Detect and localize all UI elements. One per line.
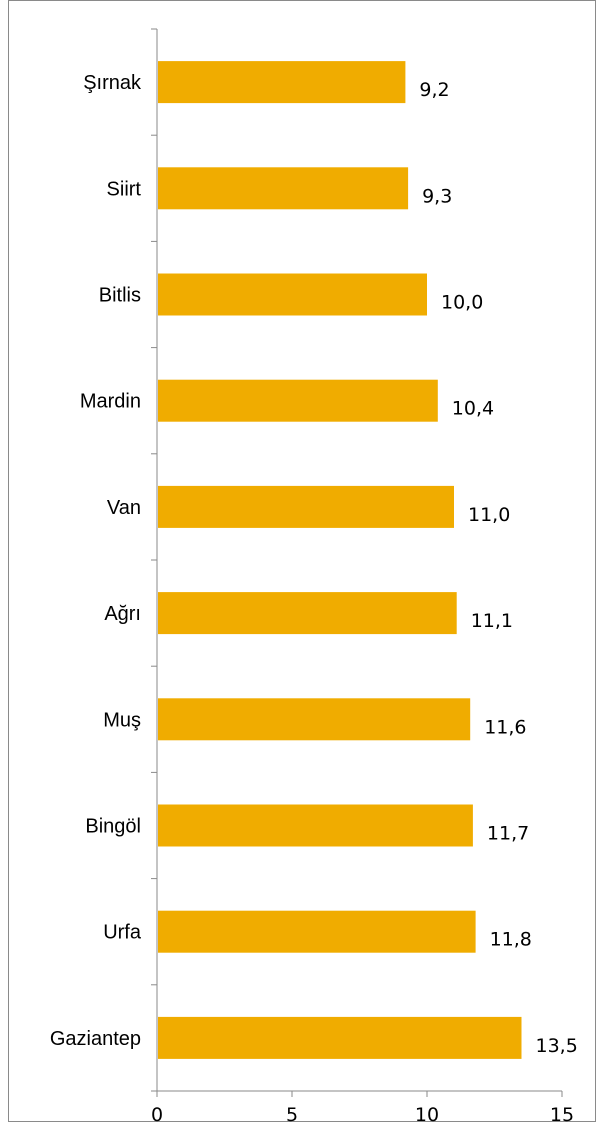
value-label: 9,2	[419, 79, 449, 101]
category-label: Van	[107, 497, 141, 519]
bar	[158, 485, 454, 528]
bar	[158, 61, 406, 104]
category-label: Şırnak	[83, 72, 142, 94]
value-label: 11,6	[484, 716, 526, 738]
chart-frame: 0 5 10 15 Şırnak 9,2 Siirt 9,3 Bitlis 10,0 Mardin 1…	[8, 0, 596, 1123]
value-label: 11,8	[490, 929, 532, 951]
value-label: 9,3	[422, 185, 452, 207]
bars	[158, 61, 522, 1059]
bar	[158, 698, 471, 741]
value-label: 11,0	[468, 504, 510, 526]
value-label: 13,5	[536, 1035, 578, 1057]
category-label: Ağrı	[104, 603, 141, 625]
category-label: Bitlis	[99, 285, 141, 307]
category-label: Muş	[103, 709, 141, 731]
bar	[158, 273, 427, 316]
category-label: Mardin	[80, 391, 141, 413]
bar-chart: 0 5 10 15 Şırnak 9,2 Siirt 9,3 Bitlis 10,0 Mardin 1…	[50, 28, 578, 1123]
x-tick-label: 0	[151, 1104, 163, 1123]
bar	[158, 379, 438, 422]
category-label: Gaziantep	[50, 1028, 141, 1050]
x-tick-label: 15	[550, 1104, 574, 1123]
bar	[158, 167, 409, 210]
bar	[158, 804, 473, 847]
value-label: 10,4	[452, 398, 494, 420]
bar	[158, 592, 457, 635]
category-label: Urfa	[103, 922, 142, 944]
x-tick-label: 5	[286, 1104, 298, 1123]
bar	[158, 1016, 522, 1059]
category-label: Siirt	[107, 178, 142, 200]
bar	[158, 910, 476, 953]
labels: 0 5 10 15 Şırnak 9,2 Siirt 9,3 Bitlis 10,0 Mardin 1…	[50, 72, 578, 1123]
axes	[151, 28, 563, 1097]
value-label: 11,7	[487, 823, 529, 845]
category-label: Bingöl	[85, 816, 141, 838]
x-tick-label: 10	[415, 1104, 439, 1123]
value-label: 10,0	[441, 292, 483, 314]
value-label: 11,1	[471, 610, 513, 632]
